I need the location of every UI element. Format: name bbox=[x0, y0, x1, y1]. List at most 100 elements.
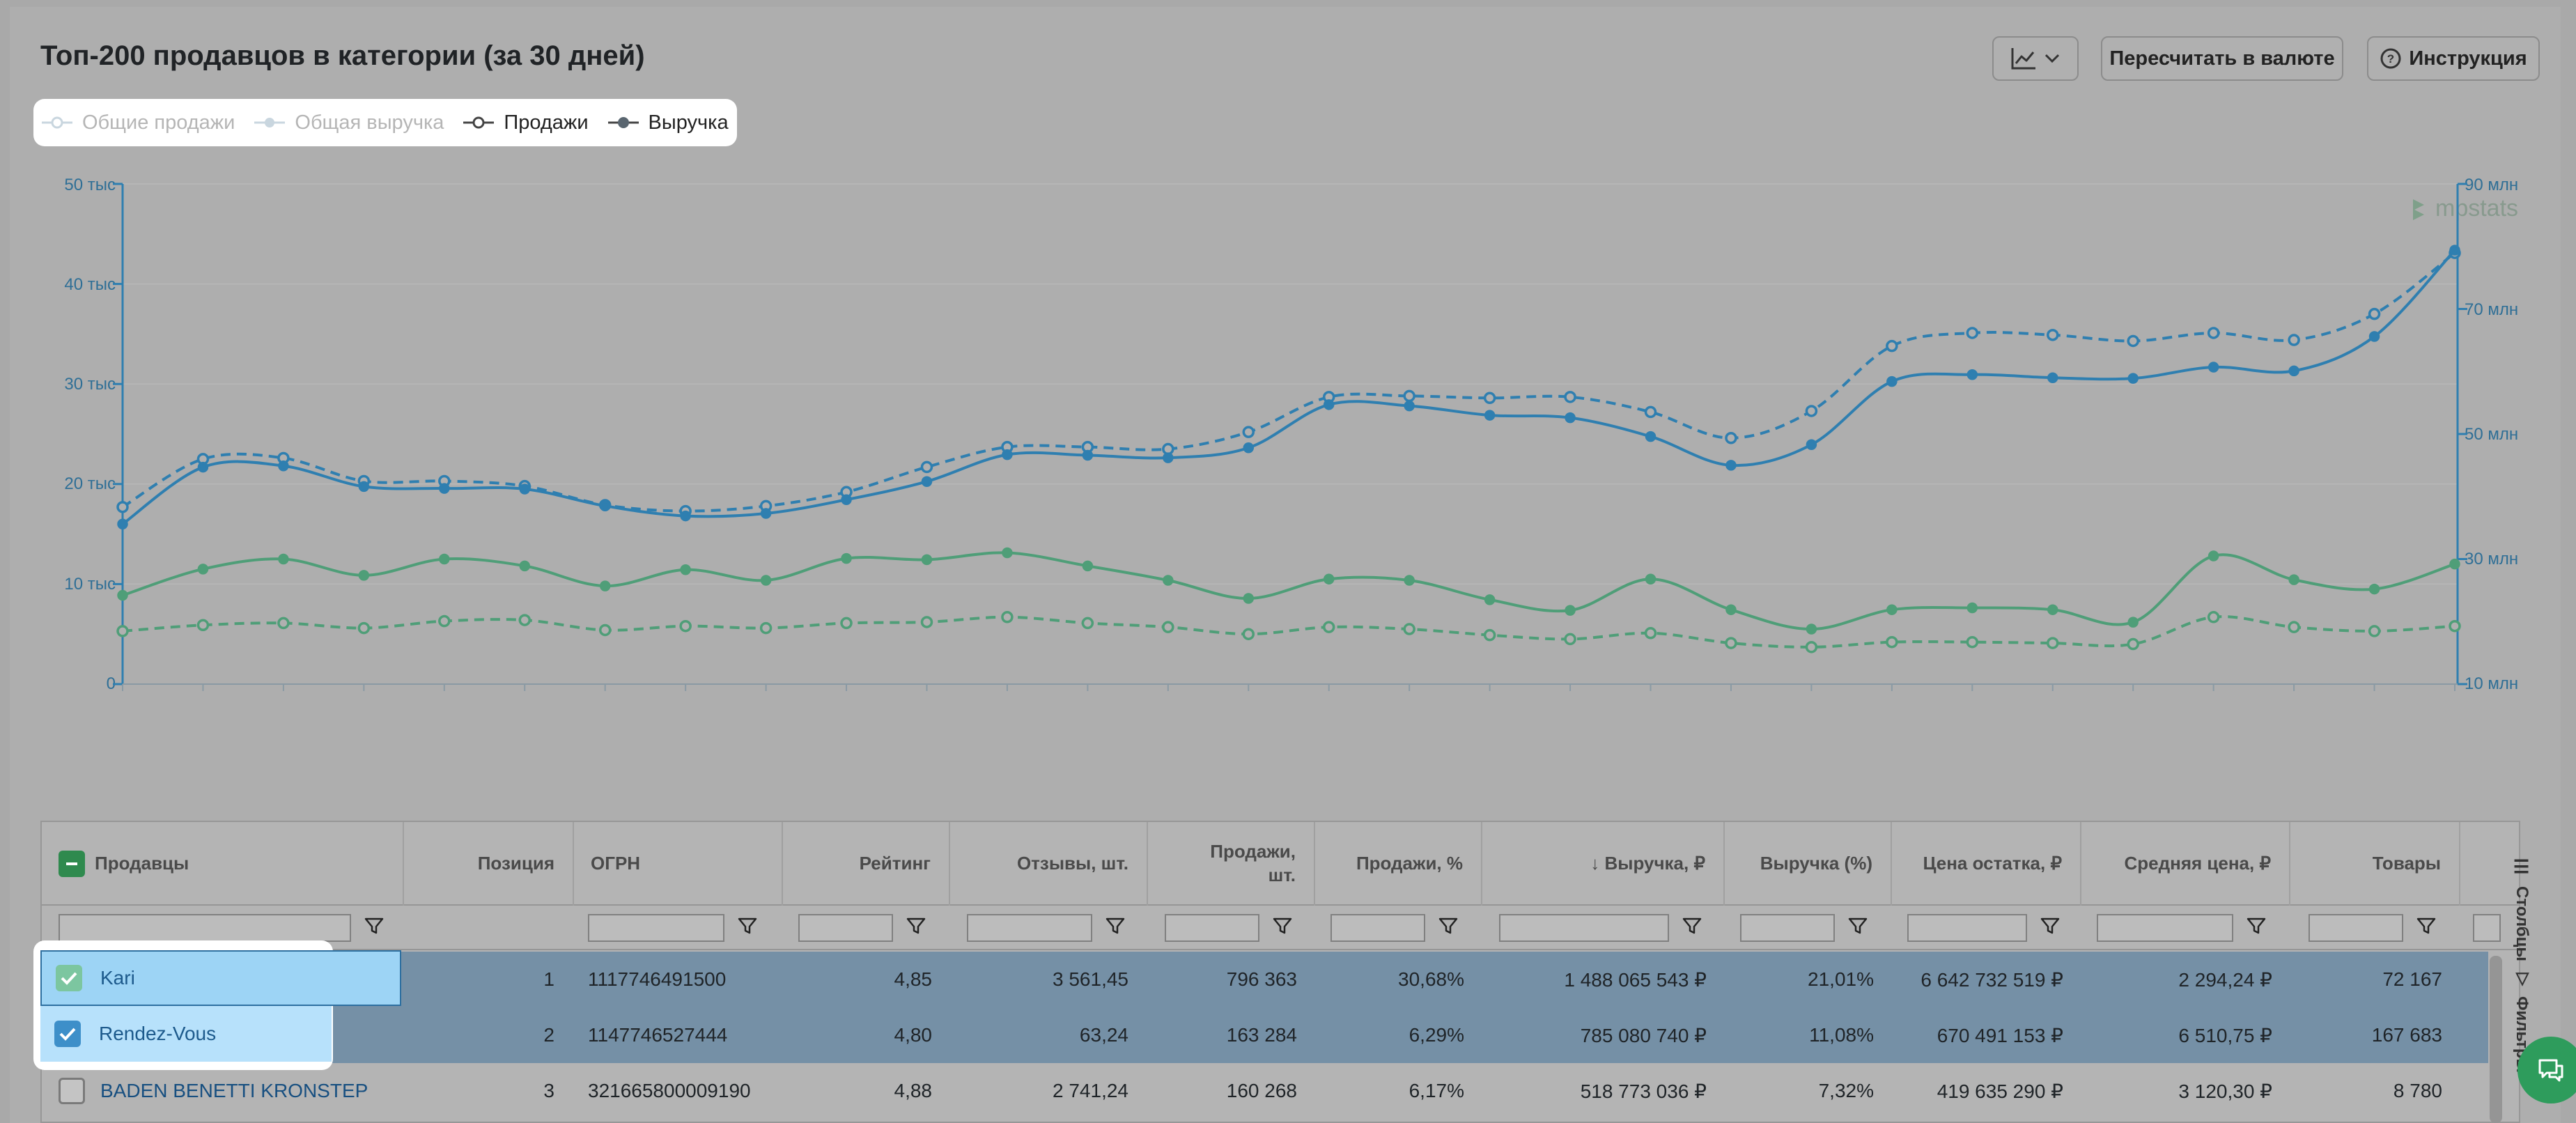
data-point[interactable] bbox=[278, 553, 289, 565]
data-point[interactable] bbox=[759, 621, 773, 635]
table-row[interactable]: 1 1117746491500 4,85 3 561,45 796 363 30… bbox=[42, 952, 2488, 1007]
data-point[interactable] bbox=[1404, 575, 1415, 586]
data-point[interactable] bbox=[1966, 602, 1978, 614]
data-point[interactable] bbox=[2127, 617, 2139, 628]
data-point[interactable] bbox=[1886, 339, 1898, 353]
data-point[interactable] bbox=[2047, 329, 2059, 341]
data-point[interactable] bbox=[1644, 627, 1657, 640]
column-header-sales-pct[interactable]: Продажи, % bbox=[1315, 822, 1482, 906]
data-point[interactable] bbox=[2208, 362, 2219, 373]
data-point[interactable] bbox=[2047, 372, 2058, 383]
data-point[interactable] bbox=[599, 500, 611, 511]
table-scrollbar[interactable] bbox=[2490, 956, 2502, 1123]
column-header-position[interactable]: Позиция bbox=[404, 822, 574, 906]
data-point[interactable] bbox=[1403, 389, 1415, 403]
data-point[interactable] bbox=[2127, 373, 2139, 384]
filter-icon[interactable] bbox=[906, 915, 926, 936]
filter-icon[interactable] bbox=[2246, 915, 2267, 936]
data-point[interactable] bbox=[438, 614, 451, 628]
data-point[interactable] bbox=[1805, 405, 1818, 417]
data-point[interactable] bbox=[2208, 550, 2219, 562]
data-point[interactable] bbox=[277, 617, 290, 630]
data-point[interactable] bbox=[357, 621, 371, 635]
column-header-items[interactable]: Товары bbox=[2290, 822, 2460, 906]
data-point[interactable] bbox=[1886, 375, 1898, 387]
data-point[interactable] bbox=[117, 518, 128, 529]
column-filter-input[interactable] bbox=[588, 914, 724, 942]
filter-icon[interactable] bbox=[364, 915, 385, 936]
data-point[interactable] bbox=[1082, 560, 1094, 572]
data-point[interactable] bbox=[1404, 400, 1415, 412]
data-point[interactable] bbox=[2368, 307, 2381, 320]
data-point[interactable] bbox=[1484, 410, 1496, 421]
data-point[interactable] bbox=[841, 552, 852, 564]
column-filter-input[interactable] bbox=[2473, 914, 2501, 942]
column-filter-input[interactable] bbox=[1907, 914, 2027, 942]
data-point[interactable] bbox=[2288, 334, 2300, 346]
data-point[interactable] bbox=[197, 461, 209, 473]
data-point[interactable] bbox=[439, 553, 450, 565]
data-point[interactable] bbox=[599, 580, 611, 591]
data-point[interactable] bbox=[116, 625, 129, 637]
data-point[interactable] bbox=[2207, 611, 2220, 624]
data-point[interactable] bbox=[1886, 604, 1898, 615]
chat-button[interactable] bbox=[2517, 1037, 2576, 1103]
row-checkbox-checked[interactable] bbox=[54, 1021, 81, 1047]
column-filter-input[interactable] bbox=[798, 914, 893, 942]
data-point[interactable] bbox=[920, 616, 933, 628]
filter-icon[interactable] bbox=[737, 915, 758, 936]
row-checkbox[interactable] bbox=[59, 1078, 85, 1104]
column-filter-input[interactable] bbox=[1165, 914, 1259, 942]
chart-type-dropdown[interactable] bbox=[1992, 36, 2079, 81]
data-point[interactable] bbox=[519, 483, 530, 495]
data-point[interactable] bbox=[1002, 547, 1013, 559]
cell-seller-name[interactable]: BADEN BENETTI KRONSTEP bbox=[59, 1063, 400, 1119]
data-point[interactable] bbox=[1725, 460, 1737, 471]
column-filter-input[interactable] bbox=[2097, 914, 2233, 942]
data-point[interactable] bbox=[921, 476, 933, 487]
data-point[interactable] bbox=[358, 570, 370, 581]
data-point[interactable] bbox=[2047, 637, 2059, 649]
column-filter-input[interactable] bbox=[2309, 914, 2403, 942]
data-point[interactable] bbox=[1483, 392, 1496, 405]
row-checkbox-checked[interactable] bbox=[56, 965, 82, 991]
data-point[interactable] bbox=[1645, 431, 1656, 442]
cell-seller-name[interactable]: Rendez-Vous bbox=[40, 1006, 332, 1062]
legend-item-sales[interactable]: Продажи bbox=[463, 111, 589, 134]
data-point[interactable] bbox=[2288, 365, 2299, 377]
instruction-button[interactable]: ? Инструкция bbox=[2367, 36, 2540, 81]
data-point[interactable] bbox=[1484, 594, 1496, 605]
data-point[interactable] bbox=[1323, 399, 1335, 410]
column-header-sales[interactable]: Продажи, шт. bbox=[1148, 822, 1315, 906]
data-point[interactable] bbox=[518, 614, 531, 626]
table-row[interactable]: BADEN BENETTI KRONSTEP 3 321665800009190… bbox=[42, 1063, 2488, 1119]
cell-seller-name[interactable]: Kari bbox=[40, 950, 401, 1006]
data-point[interactable] bbox=[1725, 604, 1737, 615]
filter-icon[interactable] bbox=[1682, 915, 1702, 936]
data-point[interactable] bbox=[2288, 574, 2299, 585]
filter-icon[interactable] bbox=[1438, 915, 1459, 936]
data-point[interactable] bbox=[1483, 628, 1496, 642]
data-point[interactable] bbox=[2368, 625, 2381, 637]
column-header-avg-price[interactable]: Средняя цена, ₽ bbox=[2081, 822, 2290, 906]
data-point[interactable] bbox=[2449, 558, 2460, 570]
data-point[interactable] bbox=[2047, 604, 2058, 615]
filter-icon[interactable] bbox=[1105, 915, 1126, 936]
filter-icon[interactable] bbox=[2040, 915, 2061, 936]
data-point[interactable] bbox=[1082, 449, 1094, 461]
data-point[interactable] bbox=[679, 619, 692, 633]
data-point[interactable] bbox=[2368, 583, 2380, 595]
data-point[interactable] bbox=[1644, 405, 1657, 419]
data-point[interactable] bbox=[921, 554, 933, 566]
column-header-reviews[interactable]: Отзывы, шт. bbox=[950, 822, 1148, 906]
data-point[interactable] bbox=[1322, 621, 1335, 633]
data-point[interactable] bbox=[1163, 575, 1174, 586]
data-point[interactable] bbox=[197, 564, 209, 575]
data-point[interactable] bbox=[2449, 245, 2460, 256]
column-header-sellers[interactable]: Продавцы bbox=[42, 822, 404, 906]
legend-item-revenue[interactable]: Выручка bbox=[607, 111, 729, 134]
data-point[interactable] bbox=[598, 624, 612, 637]
select-all-checkbox[interactable] bbox=[59, 851, 85, 877]
filter-icon[interactable] bbox=[1847, 915, 1868, 936]
data-point[interactable] bbox=[1403, 623, 1415, 635]
